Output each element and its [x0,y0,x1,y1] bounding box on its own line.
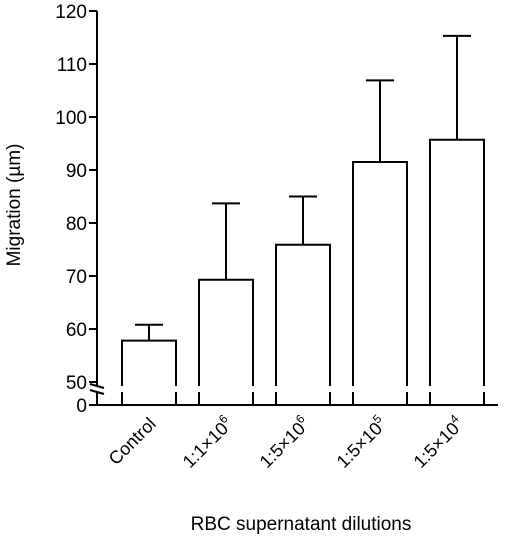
y-tick-label: 50 [66,373,87,394]
y-tick-label: 110 [57,55,87,76]
x-axis-label: RBC supernatant dilutions [191,514,412,535]
x-tick-label: 1:5×104 [408,411,469,472]
x-tick-label: Control [105,414,160,469]
y-axis-label: Migration (µm) [4,144,25,267]
axes: 50 60 70 80 90 100 110 120 0 [55,2,498,417]
y-tick-label: 70 [66,267,87,288]
bars [121,34,485,405]
y-tick-label: 90 [66,161,87,182]
bar [429,138,485,386]
y-zero-label: 0 [76,396,87,417]
bar [121,339,177,386]
y-axis-break-mark [89,383,105,389]
x-tick-label: 1:5×105 [331,411,392,472]
y-tick-label: 60 [66,320,87,341]
bar [198,278,254,386]
bar [352,161,408,386]
x-tick-label: 1:5×106 [254,411,315,472]
y-tick-label: 100 [55,108,87,129]
category-labels: Control 1:1×106 1:5×106 1:5×105 1:5×104 [105,411,469,472]
y-tick-label: 120 [55,2,87,23]
y-axis-break-mark [89,389,105,395]
x-tick-label: 1:1×106 [177,411,238,472]
bar [275,243,331,386]
y-tick-label: 80 [66,214,87,235]
